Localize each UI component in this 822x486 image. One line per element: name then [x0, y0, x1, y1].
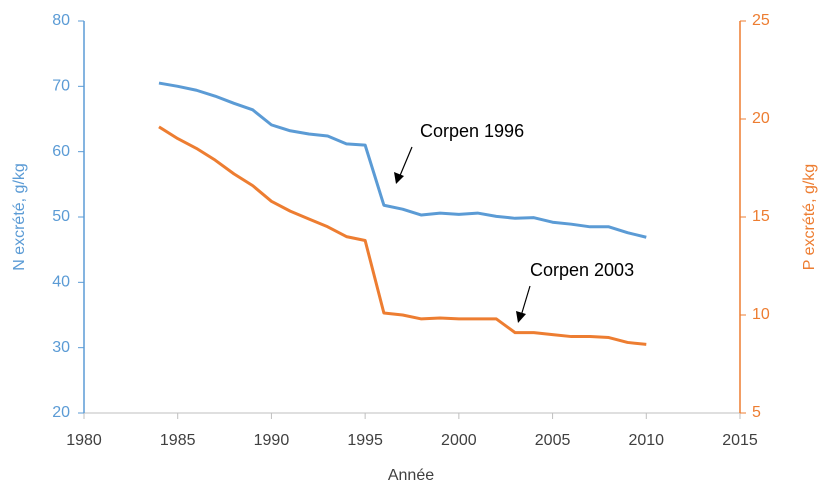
arrow-head — [516, 311, 526, 323]
y2-tick-label: 25 — [752, 12, 770, 29]
x-tick-label: 1985 — [160, 432, 196, 449]
series-line — [158, 125, 647, 346]
y2-axis-title: P excrété, g/kg — [801, 164, 818, 270]
x-tick-label: 2010 — [628, 432, 664, 449]
y-tick-label: 20 — [52, 404, 70, 421]
series-line — [158, 81, 647, 239]
x-tick-label: 1990 — [254, 432, 290, 449]
y-tick-label: 50 — [52, 208, 70, 225]
y2-tick-label: 15 — [752, 208, 770, 225]
x-tick-label: 2000 — [441, 432, 477, 449]
y2-tick-label: 5 — [752, 404, 761, 421]
y-axis-title: N excrété, g/kg — [11, 163, 28, 271]
x-tick-label: 2015 — [722, 432, 758, 449]
annotation-arrow — [520, 285, 531, 317]
x-tick-label: 1995 — [347, 432, 383, 449]
x-axis-title: Année — [388, 467, 434, 484]
y2-tick-label: 20 — [752, 110, 770, 127]
y-tick-label: 60 — [52, 143, 70, 160]
y-tick-label: 80 — [52, 12, 70, 29]
y-tick-label: 40 — [52, 274, 70, 291]
arrow-head — [394, 172, 404, 184]
annotation-arrow — [398, 146, 413, 179]
y2-tick-label: 10 — [752, 306, 770, 323]
y-tick-label: 70 — [52, 78, 70, 95]
y-tick-label: 30 — [52, 339, 70, 356]
x-tick-label: 1980 — [66, 432, 102, 449]
x-tick-label: 2005 — [535, 432, 571, 449]
annotation: Corpen 1996 — [420, 121, 524, 141]
annotation: Corpen 2003 — [530, 260, 634, 280]
